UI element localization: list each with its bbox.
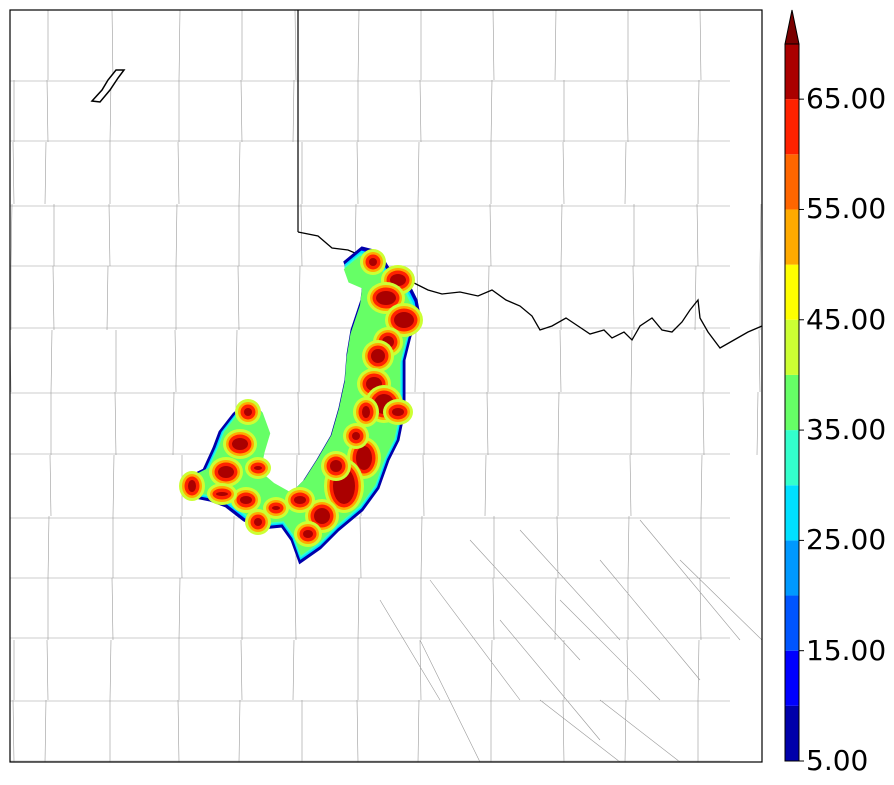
colorbar-segment — [785, 374, 799, 431]
swath-core-center — [369, 258, 377, 266]
swath-core — [321, 451, 351, 481]
swath-core-center — [394, 312, 414, 328]
swath-core — [362, 340, 394, 372]
colorbar-segment — [785, 319, 799, 375]
swath-core — [343, 423, 369, 449]
colorbar-segment — [785, 209, 799, 265]
swath-core — [294, 521, 322, 547]
lake — [90, 69, 126, 103]
colorbar-segment — [785, 650, 799, 706]
swath-core — [231, 487, 261, 513]
swath-core — [245, 509, 271, 535]
swath-core — [360, 249, 386, 275]
colorbar-segment — [785, 595, 799, 651]
colorbar-segment — [785, 99, 799, 155]
swath-core — [235, 399, 261, 425]
colorbar — [784, 9, 804, 762]
swath-core-center — [352, 432, 360, 440]
swath-core-center — [392, 408, 404, 416]
colorbar-tick-label: 15.00 — [806, 633, 887, 667]
swath-core-center — [303, 530, 313, 538]
colorbar-segment — [785, 705, 799, 761]
swath-core-center — [240, 496, 252, 504]
map-area — [10, 10, 762, 762]
colorbar-segment — [785, 430, 799, 486]
colorbar-tick-label: 35.00 — [806, 413, 887, 447]
swath-core-center — [376, 291, 396, 305]
colorbar-segment — [785, 540, 799, 596]
swath-core — [353, 397, 379, 427]
swath-core-center — [254, 466, 262, 470]
colorbar-segment — [785, 44, 799, 100]
colorbar-tick-label: 5.00 — [806, 744, 869, 777]
swath-core-center — [272, 506, 280, 510]
colorbar-segment — [785, 485, 799, 541]
map-frame — [9, 9, 763, 763]
swath-core-center — [254, 518, 262, 526]
swath-core-center — [314, 508, 330, 524]
swath-core-center — [330, 460, 342, 472]
swath-core-center — [244, 408, 252, 416]
county-line-network — [10, 10, 762, 762]
swath-core — [385, 303, 423, 337]
swath-core-center — [362, 406, 370, 418]
colorbar-tick-label: 25.00 — [806, 523, 887, 557]
swath-core — [207, 483, 237, 505]
swath-core — [223, 429, 257, 459]
colorbar-tick-label: 45.00 — [806, 302, 887, 336]
swath-core-center — [294, 496, 306, 504]
swath-core-center — [356, 446, 372, 470]
colorbar-tick-label: 65.00 — [806, 82, 887, 116]
colorbar-frame — [784, 43, 800, 762]
swath-core — [179, 471, 205, 501]
swath-core — [285, 487, 315, 513]
swath-core — [263, 497, 289, 519]
swath-core — [209, 457, 243, 487]
storm-swath — [179, 246, 423, 565]
county-lines — [10, 10, 762, 762]
colorbar-extend-arrow — [784, 9, 800, 45]
swath-core-center — [188, 480, 196, 492]
swath-core-center — [371, 349, 385, 363]
colorbar-segment — [785, 264, 799, 320]
swath-core-center — [390, 274, 406, 286]
swath-core-center — [232, 438, 248, 450]
colorbar-segment — [785, 154, 799, 210]
swath-core-center — [216, 492, 228, 496]
swath-core-center — [218, 466, 234, 478]
swath-core — [245, 457, 271, 479]
colorbar-tick-label: 55.00 — [806, 192, 887, 226]
swath-core — [383, 399, 413, 425]
